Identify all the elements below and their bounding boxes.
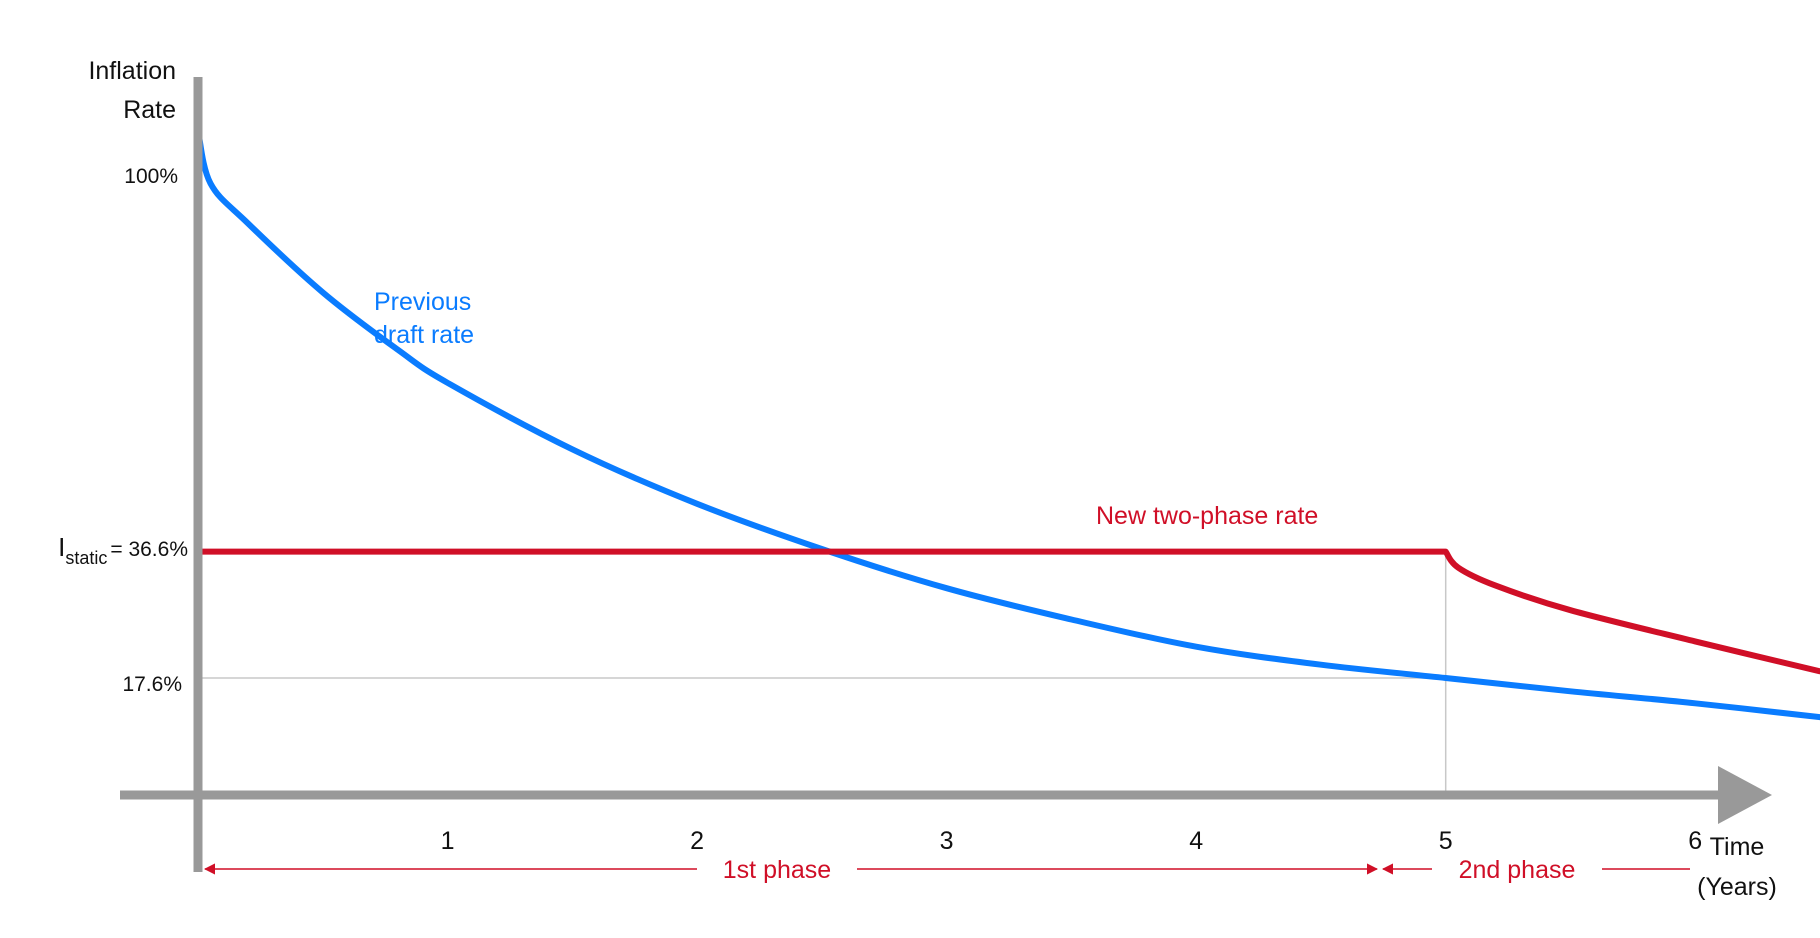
y-axis-title-line-1: Inflation	[88, 57, 176, 85]
series-lines	[195, 127, 1820, 721]
i-static-subscript: static	[65, 548, 107, 568]
x-tick-label-6: 6	[1688, 827, 1702, 855]
x-tick-label-1: 1	[441, 827, 455, 855]
series-new-two-phase-rate-line	[195, 548, 1820, 675]
x-tick-label-4: 4	[1189, 827, 1203, 855]
x-tick-label-5: 5	[1439, 827, 1453, 855]
previous-draft-rate-label-line-2: draft rate	[374, 321, 474, 349]
previous-draft-rate-label-line-1: Previous	[374, 288, 471, 316]
x-tick-label-3: 3	[940, 827, 954, 855]
phase-1-label: 1st phase	[723, 856, 831, 884]
new-two-phase-rate-label: New two-phase rate	[1096, 502, 1318, 530]
y-tick-label-17-6: 17.6%	[122, 673, 182, 696]
x-axis-title-line-1: Time	[1710, 833, 1765, 861]
y-tick-label-100: 100%	[124, 165, 178, 188]
y-tick-label-static: Istatic = 36.6%	[58, 532, 188, 568]
phase-2-label: 2nd phase	[1459, 856, 1576, 884]
series-previous-draft-rate-line	[195, 127, 1820, 721]
x-axis-arrowhead	[1718, 766, 1772, 824]
x-tick-label-2: 2	[690, 827, 704, 855]
i-static-value: = 36.6%	[110, 538, 188, 561]
y-axis-title-line-2: Rate	[123, 96, 176, 124]
x-axis-title-line-2: (Years)	[1697, 873, 1777, 901]
reference-lines	[198, 551, 1447, 795]
phase-arrows: 1st phase 2nd phase	[203, 856, 1690, 884]
x-tick-labels: 1 2 3 4 5 6	[441, 827, 1703, 855]
i-static-symbol: I	[58, 532, 65, 562]
